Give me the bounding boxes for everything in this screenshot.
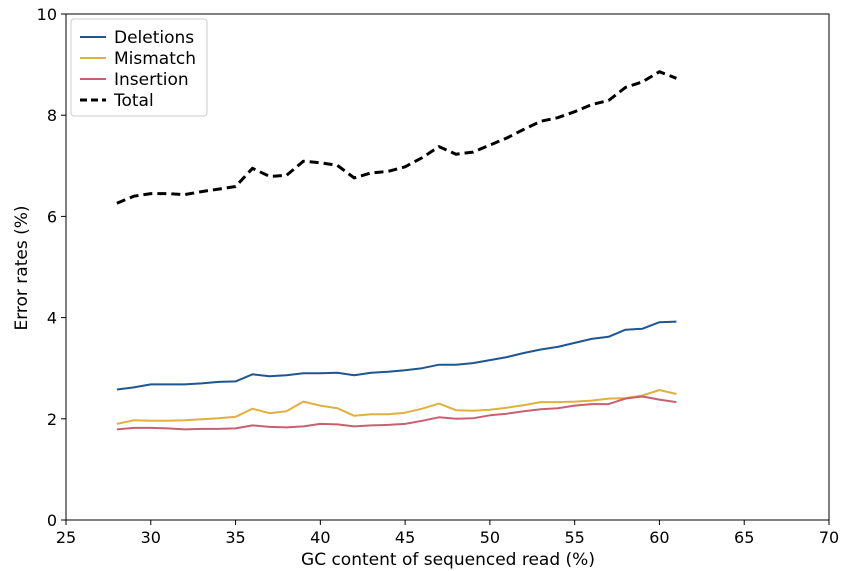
y-tick-label: 6 <box>47 207 57 226</box>
y-tick-label: 2 <box>47 410 57 429</box>
x-tick-label: 55 <box>564 528 584 547</box>
y-tick-label: 4 <box>47 309 57 328</box>
y-axis-label: Error rates (%) <box>12 205 32 330</box>
legend-box <box>70 18 208 117</box>
x-tick-label: 40 <box>310 528 330 547</box>
y-tick-label: 10 <box>37 5 57 24</box>
x-tick-label: 65 <box>734 528 754 547</box>
series-line-total <box>116 70 677 205</box>
legend-label-insertion: Insertion <box>114 70 189 90</box>
x-tick-label: 30 <box>141 528 161 547</box>
plot-frame <box>65 13 830 521</box>
x-axis-label: GC content of sequenced read (%) <box>301 550 595 570</box>
plot-area <box>116 70 677 431</box>
x-tick-label: 25 <box>56 528 76 547</box>
legend-label-deletions: Deletions <box>114 28 194 48</box>
x-tick-label: 60 <box>649 528 669 547</box>
y-tick-label: 0 <box>47 511 57 530</box>
x-tick-label: 70 <box>819 528 839 547</box>
legend-label-total: Total <box>113 91 154 111</box>
series-line-insertion <box>116 395 677 431</box>
series-line-mismatch <box>116 389 677 425</box>
x-tick-label: 50 <box>480 528 500 547</box>
x-tick-label: 35 <box>225 528 245 547</box>
axes: 25 30 35 40 45 50 55 60 65 70 0 2 4 6 8 10 <box>37 5 840 547</box>
x-tick-label: 45 <box>395 528 415 547</box>
series-line-deletions <box>116 320 677 391</box>
y-tick-label: 8 <box>47 106 57 125</box>
legend-label-mismatch: Mismatch <box>114 49 196 69</box>
